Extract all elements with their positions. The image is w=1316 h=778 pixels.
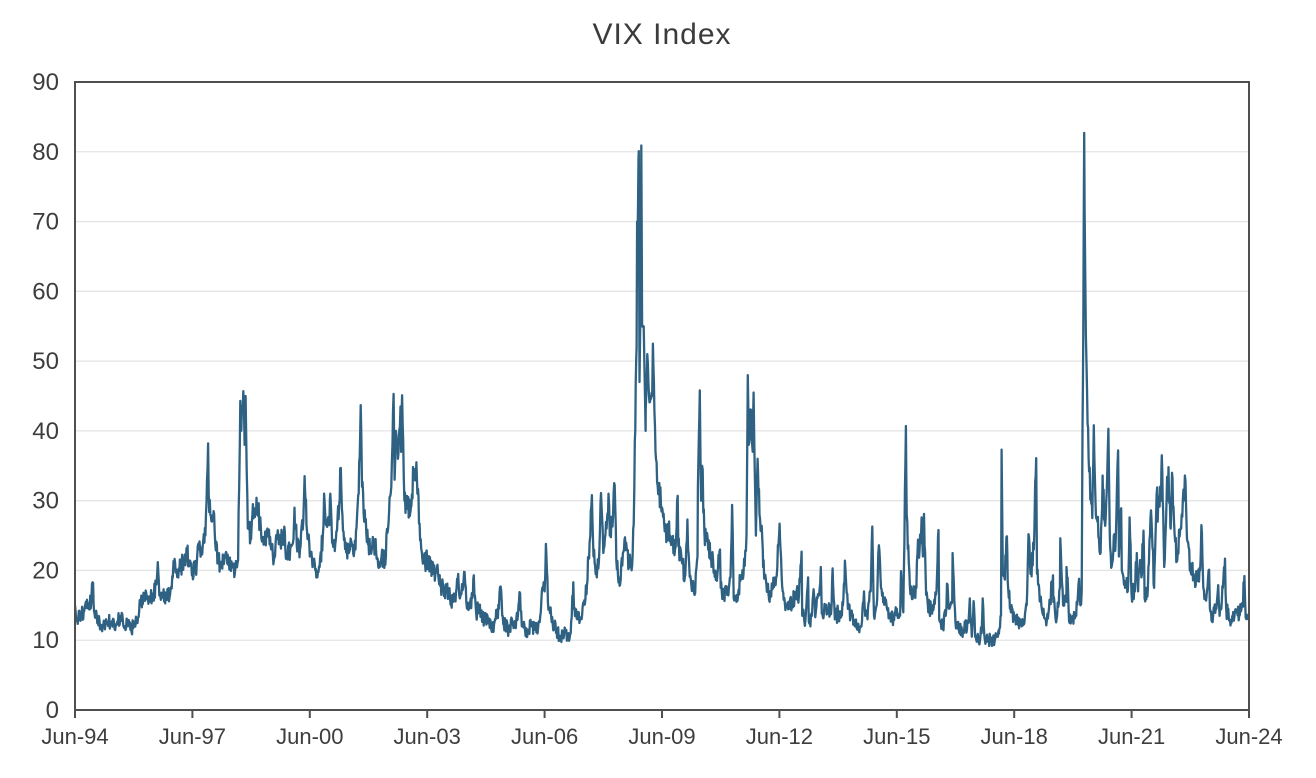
x-axis-label-Jun-09: Jun-09: [628, 724, 695, 749]
y-axis-label-50: 50: [32, 348, 59, 375]
vix-series-line: [75, 131, 1249, 648]
y-axis-label-20: 20: [32, 557, 59, 584]
y-axis-label-80: 80: [32, 139, 59, 166]
chart-title: VIX Index: [592, 18, 732, 51]
y-axis-label-70: 70: [32, 209, 59, 236]
x-axis-label-Jun-15: Jun-15: [863, 724, 930, 749]
y-axis-label-40: 40: [32, 418, 59, 445]
x-axis-label-Jun-00: Jun-00: [276, 724, 343, 749]
y-axis-label-10: 10: [32, 627, 59, 654]
x-axis-label-Jun-18: Jun-18: [981, 724, 1048, 749]
y-axis-label-0: 0: [46, 697, 59, 724]
x-axis-label-Jun-06: Jun-06: [511, 724, 578, 749]
x-axis-label-Jun-97: Jun-97: [159, 724, 226, 749]
x-axis-label-Jun-21: Jun-21: [1098, 724, 1165, 749]
x-axis-label-Jun-94: Jun-94: [41, 724, 108, 749]
y-axis-label-90: 90: [32, 69, 59, 96]
x-axis-label-Jun-24: Jun-24: [1215, 724, 1282, 749]
y-axis-label-60: 60: [32, 278, 59, 305]
x-axis-label-Jun-12: Jun-12: [746, 724, 813, 749]
x-axis-label-Jun-03: Jun-03: [394, 724, 461, 749]
y-axis-label-30: 30: [32, 488, 59, 515]
plot-border: [74, 81, 1250, 711]
